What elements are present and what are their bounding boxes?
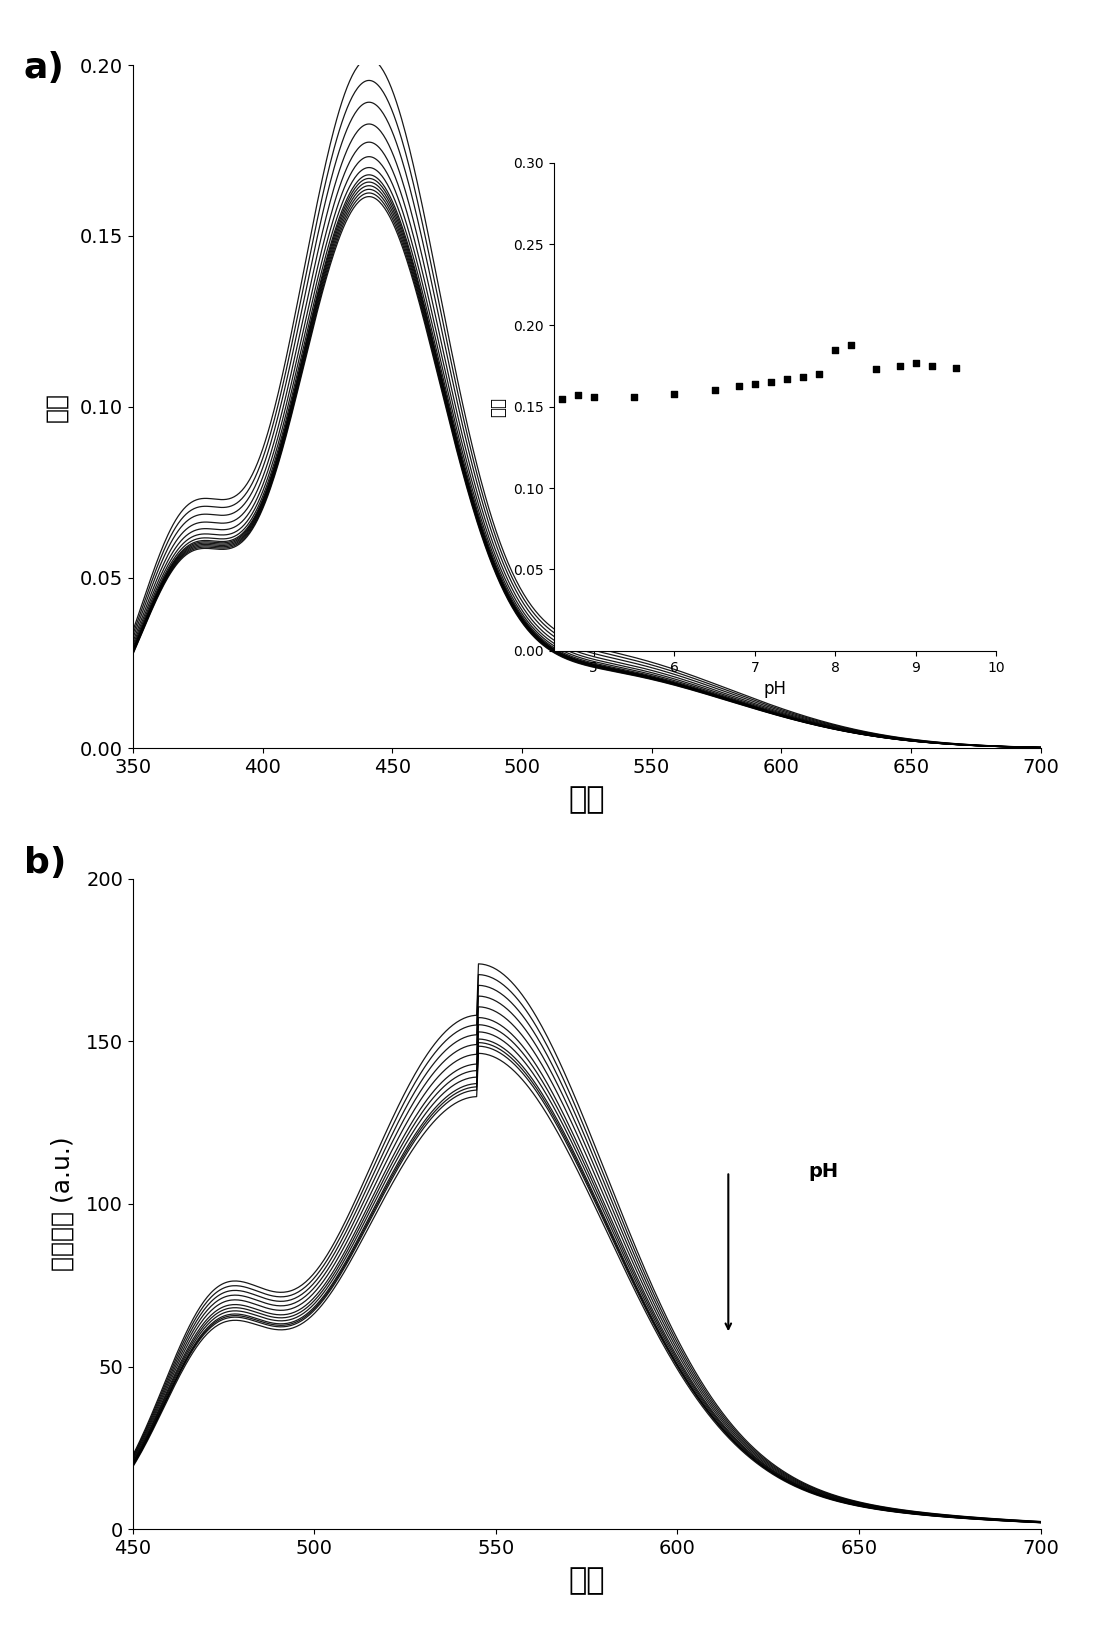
Text: b): b) xyxy=(24,846,66,880)
Point xyxy=(891,353,909,379)
Point xyxy=(842,332,860,358)
Point xyxy=(948,355,965,381)
Point xyxy=(569,382,587,408)
Point xyxy=(778,366,796,392)
Point xyxy=(584,384,602,410)
Y-axis label: 吸收: 吸收 xyxy=(44,392,69,421)
Point xyxy=(867,356,884,382)
X-axis label: 波长: 波长 xyxy=(569,786,604,815)
Point xyxy=(746,371,764,397)
Point xyxy=(762,369,779,395)
X-axis label: 波长: 波长 xyxy=(569,1567,604,1596)
X-axis label: pH: pH xyxy=(764,680,786,698)
Y-axis label: 荧光强度 (a.u.): 荧光强度 (a.u.) xyxy=(51,1137,75,1271)
Point xyxy=(794,364,811,390)
Point xyxy=(552,386,570,412)
Point xyxy=(730,373,747,399)
Point xyxy=(810,361,828,387)
Point xyxy=(665,381,683,407)
Point xyxy=(625,384,643,410)
Text: pH: pH xyxy=(808,1162,838,1181)
Y-axis label: 吸收: 吸收 xyxy=(489,397,507,417)
Point xyxy=(923,353,941,379)
Text: a): a) xyxy=(24,52,65,85)
Point xyxy=(705,377,723,403)
Point xyxy=(907,350,924,376)
Point xyxy=(827,337,845,363)
